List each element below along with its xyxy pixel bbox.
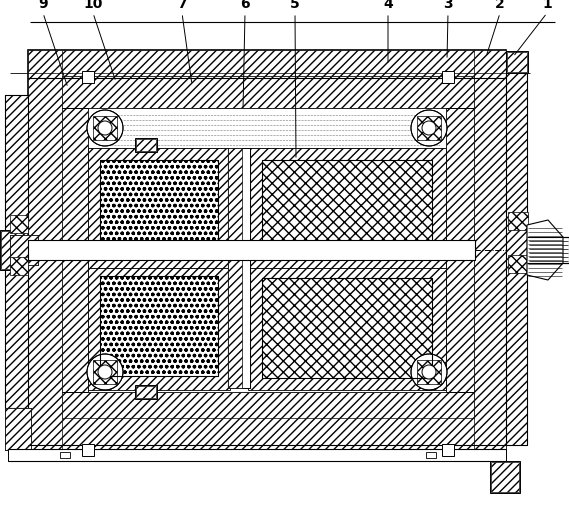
Bar — [135, 385, 157, 399]
Polygon shape — [62, 76, 474, 108]
Polygon shape — [88, 148, 230, 268]
Polygon shape — [28, 374, 506, 450]
Circle shape — [87, 354, 123, 390]
Bar — [5, 408, 31, 450]
Text: 1: 1 — [542, 0, 552, 11]
Text: 6: 6 — [240, 0, 250, 11]
Bar — [442, 444, 454, 456]
Bar — [10, 235, 38, 265]
Polygon shape — [446, 108, 474, 392]
Text: 4: 4 — [383, 0, 393, 11]
Polygon shape — [10, 235, 38, 265]
Text: 5: 5 — [290, 0, 300, 11]
Bar — [28, 50, 506, 450]
Polygon shape — [506, 58, 527, 445]
Circle shape — [422, 365, 436, 379]
Bar — [93, 360, 117, 384]
Bar — [262, 160, 432, 258]
Polygon shape — [474, 50, 506, 450]
Circle shape — [87, 110, 123, 146]
Circle shape — [411, 110, 447, 146]
Bar — [262, 278, 432, 378]
Bar — [506, 58, 527, 445]
Bar — [508, 212, 528, 230]
Bar — [506, 51, 528, 73]
Polygon shape — [136, 139, 156, 151]
Bar — [508, 255, 528, 273]
Text: 3: 3 — [443, 0, 453, 11]
Bar — [527, 237, 569, 263]
Circle shape — [411, 354, 447, 390]
Polygon shape — [228, 148, 242, 388]
Polygon shape — [136, 386, 156, 398]
Polygon shape — [88, 108, 446, 148]
Circle shape — [98, 121, 112, 135]
Bar — [527, 230, 547, 270]
Bar — [417, 116, 441, 140]
Text: 9: 9 — [38, 0, 48, 11]
Bar — [262, 160, 432, 258]
Polygon shape — [507, 52, 527, 72]
Text: 2: 2 — [495, 0, 505, 11]
Polygon shape — [28, 50, 506, 76]
Polygon shape — [88, 358, 446, 392]
Bar — [82, 444, 94, 456]
Polygon shape — [528, 231, 546, 269]
Circle shape — [422, 121, 436, 135]
Bar — [100, 160, 218, 258]
Bar — [10, 257, 28, 275]
Text: 7: 7 — [177, 0, 187, 11]
Polygon shape — [248, 148, 446, 268]
Polygon shape — [5, 408, 31, 450]
Bar — [5, 95, 28, 408]
Bar — [60, 452, 70, 458]
Bar — [135, 138, 157, 152]
Polygon shape — [491, 462, 519, 492]
Text: 10: 10 — [83, 0, 102, 11]
Bar — [100, 276, 218, 376]
Bar — [0, 230, 28, 270]
Polygon shape — [88, 268, 230, 390]
Polygon shape — [1, 231, 27, 269]
Bar — [100, 160, 218, 258]
Bar — [426, 452, 436, 458]
Bar — [28, 240, 475, 260]
Bar — [490, 461, 520, 493]
Polygon shape — [527, 220, 563, 280]
Bar — [262, 278, 432, 378]
Polygon shape — [62, 392, 474, 418]
Bar — [8, 449, 506, 461]
Bar — [442, 71, 454, 83]
Polygon shape — [28, 50, 62, 450]
Bar — [417, 360, 441, 384]
Bar — [10, 215, 28, 233]
Bar — [82, 71, 94, 83]
Polygon shape — [248, 268, 446, 390]
Bar — [100, 276, 218, 376]
Polygon shape — [5, 95, 28, 408]
Circle shape — [98, 365, 112, 379]
Bar — [228, 148, 250, 388]
Polygon shape — [62, 108, 88, 392]
Bar — [93, 116, 117, 140]
